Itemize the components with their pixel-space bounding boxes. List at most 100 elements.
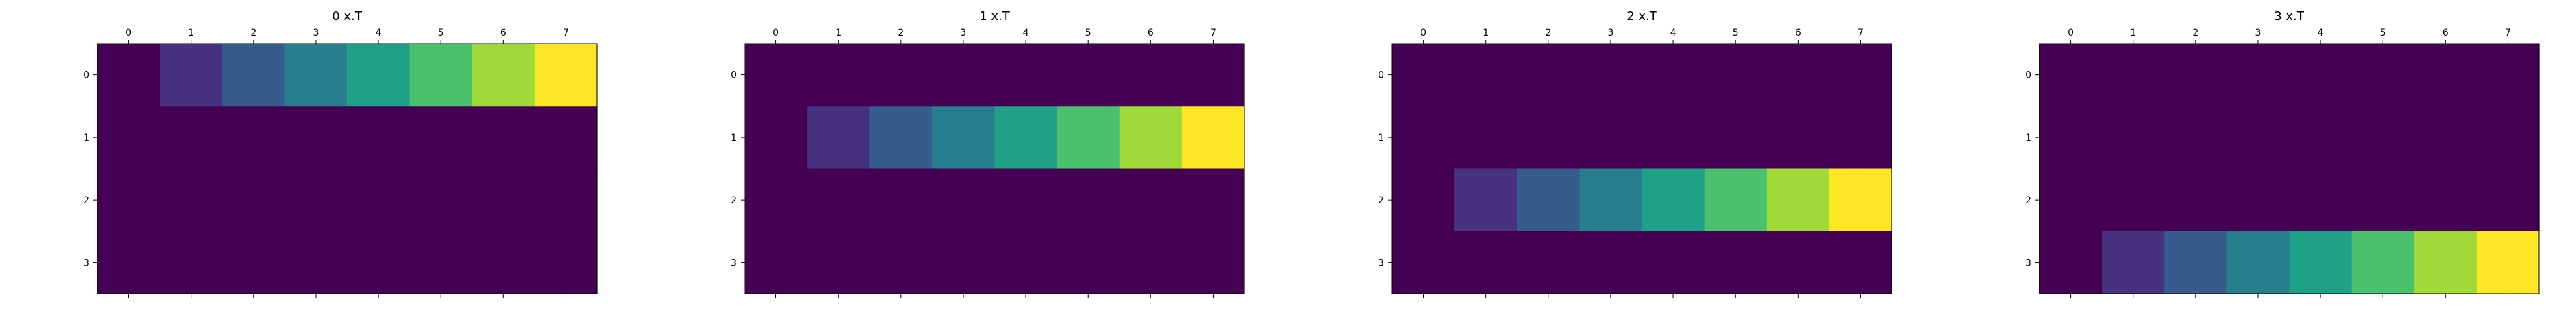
- heatmap-cell: [1704, 168, 1768, 232]
- y-tick-label: 2: [2025, 195, 2031, 206]
- heatmap-cell: [472, 231, 535, 294]
- heatmap-cell: [1057, 231, 1120, 294]
- heatmap-cell: [1579, 44, 1643, 107]
- heatmap-cell: [222, 168, 285, 232]
- heatmap-cell: [2476, 168, 2540, 232]
- heatmap-cell: [2039, 231, 2102, 294]
- heatmap-cell: [1392, 168, 1455, 232]
- heatmap-cell: [745, 168, 808, 232]
- heatmap-cell: [97, 231, 160, 294]
- heatmap-cell: [2039, 44, 2102, 107]
- heatmap-cell: [160, 231, 223, 294]
- y-tick-label: 2: [1378, 195, 1384, 206]
- heatmap-cell: [1454, 168, 1517, 232]
- x-tick-label: 3: [2255, 28, 2261, 38]
- heatmap-panel-2: 2 x.T 0 1 2 3 4 5 6 7 0 1 2 3: [1378, 9, 1892, 298]
- heatmap-cell: [1181, 44, 1245, 107]
- x-tick-label: 4: [376, 28, 382, 38]
- heatmap-cell: [2039, 168, 2102, 232]
- subplot-title: 2 x.T: [1627, 9, 1658, 23]
- heatmap-cell: [1642, 168, 1705, 232]
- heatmap-cell: [347, 106, 411, 170]
- heatmap-cell: [2164, 106, 2227, 170]
- heatmap-cell: [1704, 44, 1768, 107]
- heatmap-cell: [2226, 168, 2290, 232]
- heatmap-cell: [745, 44, 808, 107]
- heatmap-cell: [284, 106, 348, 170]
- heatmap-cell: [222, 106, 285, 170]
- x-tick-label: 7: [563, 28, 569, 38]
- heatmap-cell: [869, 231, 932, 294]
- y-tick-label: 0: [1378, 70, 1384, 81]
- heatmap-cell: [932, 44, 996, 107]
- heatmap-cell: [2102, 106, 2165, 170]
- heatmap-cell: [1642, 106, 1705, 170]
- subplot-title: 0 x.T: [332, 9, 363, 23]
- heatmap-cell: [2289, 168, 2353, 232]
- x-tick-label: 7: [1858, 28, 1864, 38]
- heatmap-cell: [2102, 168, 2165, 232]
- heatmap-cell: [160, 168, 223, 232]
- heatmap-cell: [409, 106, 473, 170]
- heatmap-cell: [472, 168, 535, 232]
- y-tick-label: 1: [83, 133, 89, 144]
- heatmap-cell: [2414, 168, 2477, 232]
- heatmap-cell: [1119, 231, 1183, 294]
- axes-frame: [1391, 43, 1892, 294]
- heatmap-cell: [1704, 231, 1768, 294]
- heatmap-cell: [534, 168, 598, 232]
- x-tick-label: 6: [2443, 28, 2449, 38]
- heatmap-cell: [1454, 106, 1517, 170]
- heatmap-cell: [1829, 106, 1892, 170]
- x-tick-label: 1: [188, 28, 194, 38]
- heatmap-cell: [1766, 44, 1830, 107]
- heatmap-cell: [745, 231, 808, 294]
- heatmap-cell: [2164, 44, 2227, 107]
- heatmap-cell: [1517, 231, 1580, 294]
- heatmap-cell: [2476, 231, 2540, 294]
- x-tick-label: 2: [1545, 28, 1551, 38]
- heatmap-cell: [1829, 231, 1892, 294]
- heatmap-cell: [1829, 44, 1892, 107]
- heatmap-cell: [1392, 106, 1455, 170]
- heatmap-cell: [994, 231, 1058, 294]
- heatmap-cell: [1119, 44, 1183, 107]
- heatmap-cell: [472, 106, 535, 170]
- heatmap-panel-3: 3 x.T 0 1 2 3 4 5 6 7 0 1 2 3: [2025, 9, 2540, 298]
- x-tick-label: 7: [1210, 28, 1216, 38]
- heatmap-cell: [1057, 106, 1120, 170]
- heatmap-cell: [1704, 106, 1768, 170]
- x-tick-label: 3: [1607, 28, 1613, 38]
- heatmap-cell: [994, 168, 1058, 232]
- heatmap-cell: [1392, 44, 1455, 107]
- heatmap-cell: [1642, 44, 1705, 107]
- y-tick-label: 3: [731, 258, 737, 268]
- heatmap-cell: [347, 44, 411, 107]
- heatmap-cell: [932, 231, 996, 294]
- heatmap-cell: [1829, 168, 1892, 232]
- heatmap-cell: [1454, 44, 1517, 107]
- heatmap-cell: [284, 231, 348, 294]
- heatmap-cell: [284, 44, 348, 107]
- x-tick-label: 1: [835, 28, 841, 38]
- heatmap-cell: [1579, 168, 1643, 232]
- heatmap-cell: [534, 106, 598, 170]
- heatmap-cell: [2164, 231, 2227, 294]
- heatmap-cell: [1392, 231, 1455, 294]
- heatmap-cell: [2289, 106, 2353, 170]
- heatmap-cell: [807, 106, 870, 170]
- y-tick-label: 1: [1378, 133, 1384, 144]
- heatmap-cell: [1181, 168, 1245, 232]
- x-tick-label: 2: [2192, 28, 2198, 38]
- x-tick-label: 4: [1670, 28, 1676, 38]
- y-tick-label: 3: [2025, 258, 2031, 268]
- x-tick-label: 3: [313, 28, 319, 38]
- heatmap-cell: [1766, 168, 1830, 232]
- heatmap-cell: [1454, 231, 1517, 294]
- heatmap-cell: [2414, 231, 2477, 294]
- heatmap-cell: [2226, 231, 2290, 294]
- heatmap-cell: [534, 231, 598, 294]
- subplot-title: 1 x.T: [979, 9, 1010, 23]
- heatmap-cell: [97, 168, 160, 232]
- heatmap-cell: [869, 44, 932, 107]
